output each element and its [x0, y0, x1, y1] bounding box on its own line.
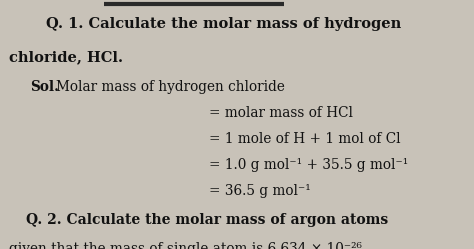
Text: chloride, HCl.: chloride, HCl. [9, 50, 124, 64]
Text: Q. 2. Calculate the molar mass of argon atoms: Q. 2. Calculate the molar mass of argon … [26, 213, 388, 227]
Text: = 1 mole of H + 1 mol of Cl: = 1 mole of H + 1 mol of Cl [209, 132, 400, 146]
Text: = molar mass of HCl: = molar mass of HCl [209, 106, 353, 120]
Text: Sol.: Sol. [30, 80, 59, 94]
Text: given that the mass of single atom is 6.634 × 10⁻²⁶: given that the mass of single atom is 6.… [9, 242, 362, 249]
Text: Q. 1. Calculate the molar mass of hydrogen: Q. 1. Calculate the molar mass of hydrog… [46, 17, 401, 31]
Text: = 36.5 g mol⁻¹: = 36.5 g mol⁻¹ [209, 184, 310, 198]
Text: = 1.0 g mol⁻¹ + 35.5 g mol⁻¹: = 1.0 g mol⁻¹ + 35.5 g mol⁻¹ [209, 158, 408, 172]
Text: Molar mass of hydrogen chloride: Molar mass of hydrogen chloride [56, 80, 285, 94]
